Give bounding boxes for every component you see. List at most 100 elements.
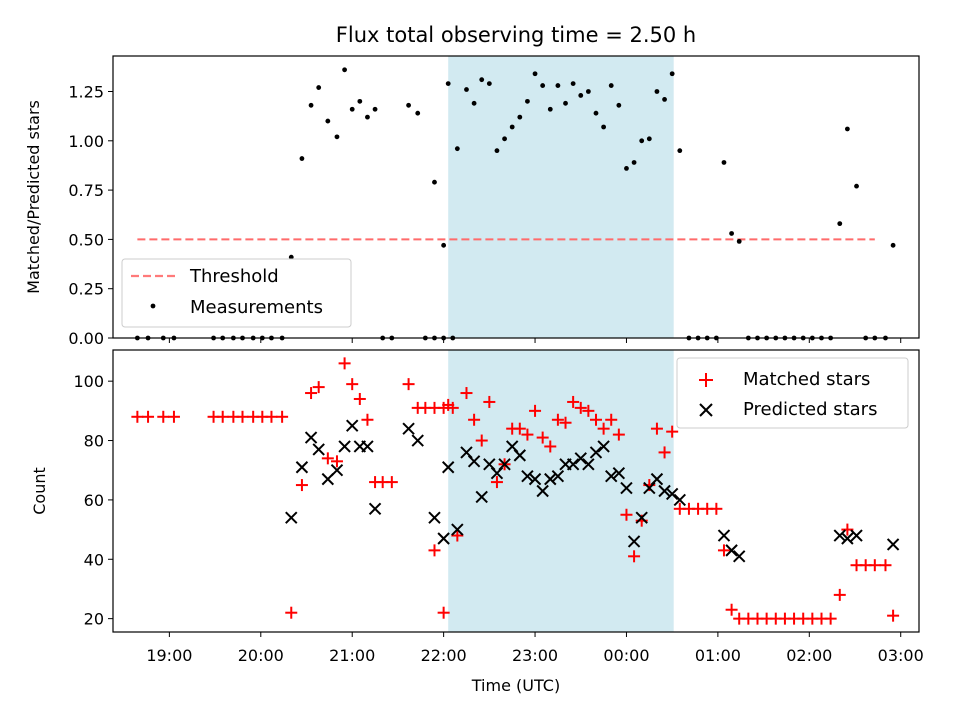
measurement-point — [445, 81, 451, 87]
matched-star-point — [567, 395, 580, 408]
matched-star-point — [824, 612, 837, 625]
bottom-legend-box — [676, 357, 909, 429]
predicted-star-point — [536, 484, 549, 498]
matched-star-point — [620, 508, 633, 521]
predicted-star-point — [612, 466, 626, 480]
measurement-point — [415, 110, 421, 116]
matched-star-point — [589, 413, 602, 426]
measurement-point — [517, 114, 523, 120]
predicted-star-point — [428, 511, 441, 524]
matched-star-point — [157, 410, 170, 423]
matched-star-point — [265, 410, 278, 423]
predicted-star-point — [886, 538, 900, 551]
matched-star-point — [131, 410, 144, 423]
matched-star-point — [490, 476, 503, 489]
measurement-point — [502, 136, 507, 142]
y-tick-label: 1.00 — [68, 132, 104, 151]
predicted-star-point — [304, 431, 318, 444]
matched-star-point — [605, 413, 618, 426]
predicted-star-point — [833, 529, 846, 542]
matched-star-point — [650, 422, 663, 435]
measurement-point — [624, 166, 629, 171]
measurement-point — [601, 124, 607, 130]
y-tick-label: 100 — [73, 372, 104, 391]
ratio-panel: 0.00 0.25 0.50 0.75 1.00 1.25 Matched/Predict… — [24, 55, 920, 348]
measurements-legend-label: Measurements — [190, 297, 323, 318]
matched-star-point — [833, 588, 846, 601]
predicted-star-point — [361, 440, 374, 453]
predicted-star-point — [451, 523, 464, 536]
predicted-star-point — [717, 529, 731, 542]
top-plot-frame — [112, 55, 920, 339]
y-tick-label: 80 — [84, 432, 104, 451]
matched-star-point — [879, 559, 892, 572]
matched-star-point — [710, 502, 723, 515]
matched-star-point — [142, 410, 155, 423]
measurement-point — [471, 100, 477, 106]
matched-star-point — [321, 452, 334, 465]
matched-star-point — [536, 431, 549, 444]
y-tick-label: 0.75 — [68, 181, 104, 200]
matched-star-point — [483, 395, 496, 408]
measurement-point — [729, 231, 734, 236]
matched-star-point — [521, 428, 534, 441]
measurement-point — [593, 110, 599, 116]
predicted-star-point — [673, 493, 686, 507]
predicted-star-point — [402, 422, 415, 435]
measurements-legend-swatch — [150, 303, 156, 309]
matched-star-point — [361, 413, 374, 426]
matched-star-point — [529, 404, 542, 417]
matched-star-point — [330, 455, 343, 468]
predicted-star-point — [312, 443, 325, 456]
measurement-point — [585, 89, 591, 94]
shaded-span — [448, 56, 674, 338]
predicted-star-point — [574, 452, 587, 465]
measurement-point — [677, 148, 683, 154]
measurement-point — [608, 83, 614, 88]
measurement-point — [890, 242, 896, 248]
measurement-point — [555, 83, 561, 88]
measurement-point — [736, 238, 742, 244]
top-legend-box — [121, 258, 352, 328]
x-tick-label: 23:00 — [512, 646, 558, 665]
predicted-star-point — [650, 472, 664, 486]
predicted-star-point — [582, 458, 595, 471]
top-x-ticks — [168, 338, 902, 343]
bottom-y-ticks: 20 40 60 80 100 — [73, 372, 113, 629]
measurement-point — [646, 136, 652, 142]
matched-star-point — [468, 413, 481, 426]
y-tick-label: 20 — [84, 610, 104, 629]
x-tick-label: 22:00 — [421, 646, 467, 665]
count-panel: 20 40 60 80 100 19:00 20:00 21:00 22:00 23:00 00:… — [30, 349, 924, 695]
predicted-legend-label: Predicted stars — [743, 399, 877, 420]
predicted-star-point — [850, 529, 863, 542]
matched-star-point — [628, 550, 641, 563]
matched-star-point — [725, 603, 738, 616]
matched-star-point — [437, 606, 450, 619]
measurement-point — [721, 160, 727, 165]
measurement-point — [616, 102, 622, 108]
x-tick-label: 00:00 — [603, 646, 649, 665]
matched-star-point — [346, 378, 359, 391]
measurement-point — [570, 81, 576, 87]
matched-star-point — [285, 606, 298, 619]
measurement-point — [662, 96, 667, 102]
predicted-star-point — [620, 481, 633, 495]
x-tick-label: 02:00 — [786, 646, 832, 665]
measurement-point — [406, 102, 411, 108]
predicted-star-point — [544, 472, 557, 486]
matched-star-point — [868, 559, 881, 572]
measurement-point — [441, 242, 447, 248]
y-tick-label: 60 — [84, 491, 104, 510]
measurement-point — [288, 254, 294, 260]
predicted-star-point — [551, 469, 565, 483]
matched-star-point — [216, 410, 229, 423]
measurement-point — [334, 134, 340, 140]
matched-star-point — [574, 401, 587, 414]
predicted-star-point — [330, 464, 344, 477]
matched-star-point — [513, 422, 526, 435]
predicted-legend-swatch — [699, 403, 713, 417]
measurement-point — [578, 93, 584, 98]
measurement-point — [854, 183, 859, 189]
